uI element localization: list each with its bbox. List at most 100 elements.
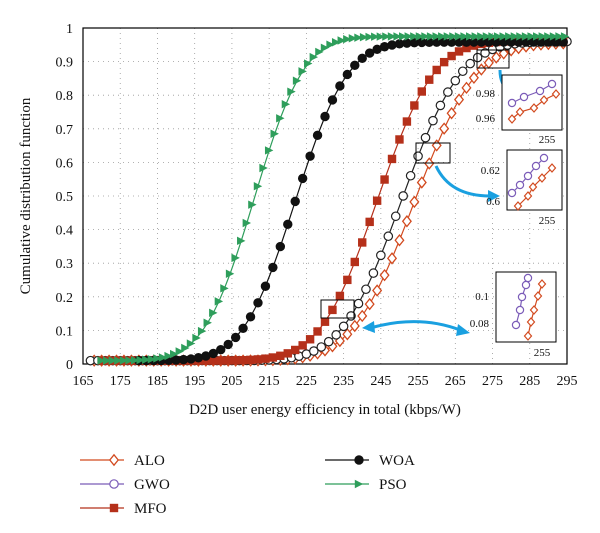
data-point	[224, 356, 233, 365]
data-point	[450, 75, 461, 86]
data-point	[426, 32, 436, 41]
data-point	[533, 32, 542, 41]
data-point	[147, 355, 157, 364]
zoom-arrow-head	[362, 321, 375, 333]
data-point	[354, 479, 364, 489]
legend-item-mfo: MFO	[80, 501, 167, 517]
legend: ALO GWO MFO WOA PSO	[80, 453, 415, 517]
data-point	[349, 319, 360, 333]
inset-alo-point	[547, 163, 557, 173]
data-point	[338, 321, 349, 332]
data-point	[253, 298, 263, 308]
data-point	[390, 211, 401, 222]
legend-item-woa: WOA	[325, 453, 415, 469]
data-point	[404, 32, 413, 41]
legend-label: GWO	[134, 477, 170, 493]
zoom-arrow	[434, 165, 491, 198]
data-point	[264, 146, 274, 155]
data-point	[119, 356, 129, 365]
data-point	[364, 297, 375, 311]
inset-alo-point	[551, 89, 561, 99]
data-point	[376, 250, 386, 261]
data-point	[290, 196, 300, 207]
data-point	[259, 163, 268, 173]
data-point	[208, 348, 219, 359]
data-point	[382, 32, 391, 41]
inset-x-tick-label: 255	[534, 347, 551, 359]
data-point	[358, 238, 367, 247]
x-tick-label: 175	[110, 374, 131, 389]
y-axis-ticks: 0 0.1 0.2 0.3 0.4 0.5 0.6 0.7 0.8 0.9 1	[56, 22, 74, 373]
data-point	[359, 33, 369, 42]
inset-tick-label: 0.08	[470, 318, 490, 330]
inset-gwo-point	[539, 153, 549, 163]
data-point	[114, 356, 123, 365]
inset-alo-point	[507, 114, 517, 124]
y-tick-label: 0.8	[56, 89, 74, 104]
data-point	[538, 32, 547, 41]
data-point	[309, 346, 319, 356]
data-point	[276, 114, 285, 123]
data-point	[238, 356, 248, 365]
data-point	[327, 95, 338, 105]
legend-item-pso: PSO	[325, 477, 407, 493]
data-point	[453, 93, 465, 106]
data-point	[230, 332, 241, 343]
data-point	[136, 355, 145, 365]
data-point	[142, 355, 151, 364]
y-tick-label: 0.2	[56, 291, 74, 306]
zoom-box	[320, 299, 355, 319]
legend-item-alo: ALO	[80, 453, 165, 469]
data-point	[432, 65, 441, 75]
data-point	[415, 32, 425, 41]
inset-tick-label: 0.62	[481, 165, 500, 177]
x-tick-label: 185	[147, 374, 168, 389]
data-point	[449, 32, 458, 41]
data-point	[342, 69, 353, 80]
legend-item-gwo: GWO	[80, 477, 170, 493]
data-point	[181, 343, 190, 353]
inset-alo-point	[513, 201, 523, 211]
data-point	[335, 291, 345, 301]
inset-gwo-point	[547, 79, 557, 89]
legend-label: WOA	[379, 453, 415, 469]
data-point	[320, 43, 330, 53]
data-point	[413, 151, 423, 161]
data-point	[242, 218, 252, 228]
data-point	[353, 298, 364, 309]
inset-alo-point	[526, 317, 536, 327]
data-point	[153, 354, 162, 363]
data-point	[298, 67, 307, 76]
data-point	[316, 342, 327, 352]
data-point	[275, 241, 286, 252]
data-point	[457, 66, 468, 77]
data-point	[304, 59, 313, 68]
x-tick-label: 215	[259, 374, 280, 389]
inset-gwo-point	[523, 171, 533, 181]
data-point	[253, 182, 263, 191]
x-tick-label: 245	[370, 374, 391, 389]
data-point	[328, 305, 337, 315]
data-point	[323, 336, 334, 347]
y-tick-label: 0	[66, 358, 73, 373]
data-point	[312, 130, 323, 141]
data-point	[446, 107, 457, 120]
data-point	[354, 455, 364, 465]
data-point	[238, 323, 248, 333]
data-point	[357, 309, 368, 323]
inset-alo-point	[529, 103, 539, 113]
data-point	[220, 284, 229, 293]
data-point	[331, 330, 341, 340]
data-point	[313, 327, 322, 336]
inset-gwo-point	[507, 188, 517, 198]
data-point	[130, 356, 140, 365]
data-point	[521, 32, 531, 41]
data-point	[372, 284, 383, 297]
data-point	[348, 34, 358, 43]
data-point	[170, 349, 179, 359]
data-point	[343, 34, 352, 44]
inset-gwo-point	[517, 292, 527, 302]
data-point	[315, 47, 324, 57]
series-layer	[85, 32, 572, 367]
inset-gwo-point	[523, 273, 533, 283]
